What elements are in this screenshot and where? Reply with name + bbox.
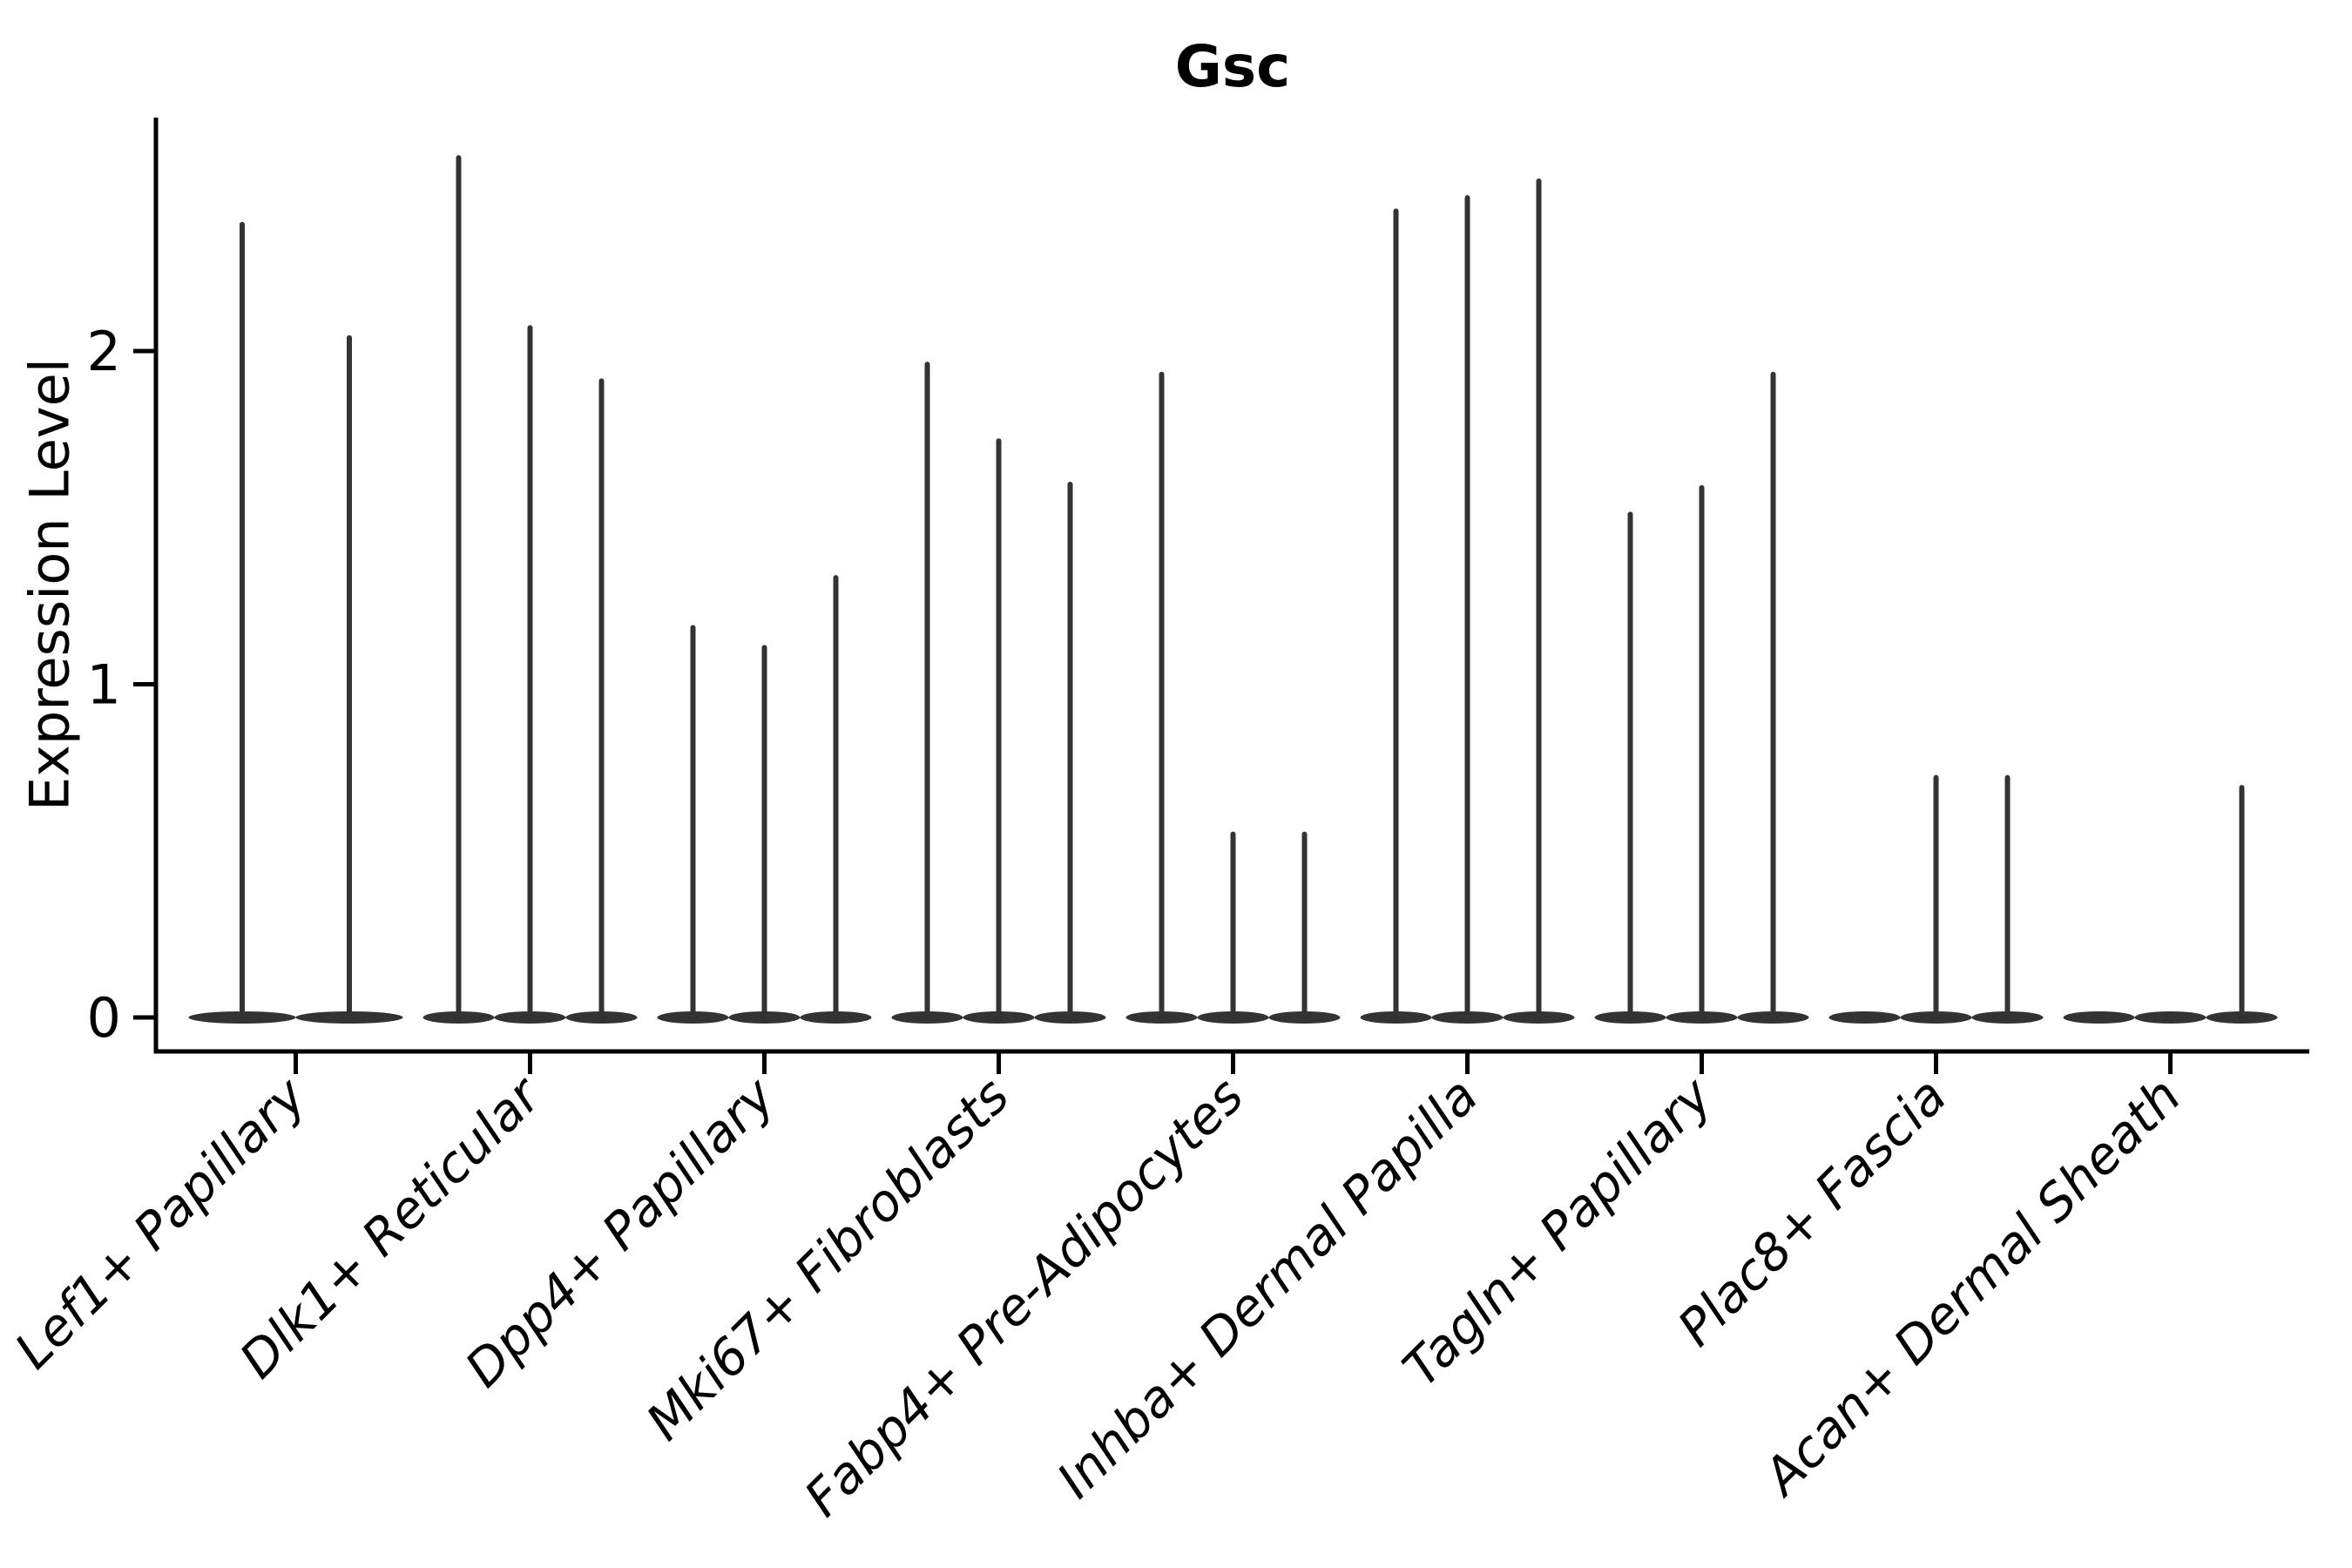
violin-base: [2134, 1011, 2207, 1024]
violin-base: [2063, 1011, 2135, 1024]
x-tick-label: Fabp4+ Pre-Adipocytes: [793, 1066, 1254, 1528]
violin-base: [1828, 1011, 1901, 1024]
x-tick-label: Inhba+ Dermal Papilla: [1045, 1066, 1489, 1510]
y-tick-label: 2: [87, 320, 121, 383]
y-tick-label: 0: [87, 986, 121, 1050]
x-tick-label: Acan+ Dermal Sheath: [1750, 1066, 2193, 1509]
y-tick-label: 1: [87, 653, 121, 717]
chart-title: Gsc: [1174, 33, 1291, 100]
